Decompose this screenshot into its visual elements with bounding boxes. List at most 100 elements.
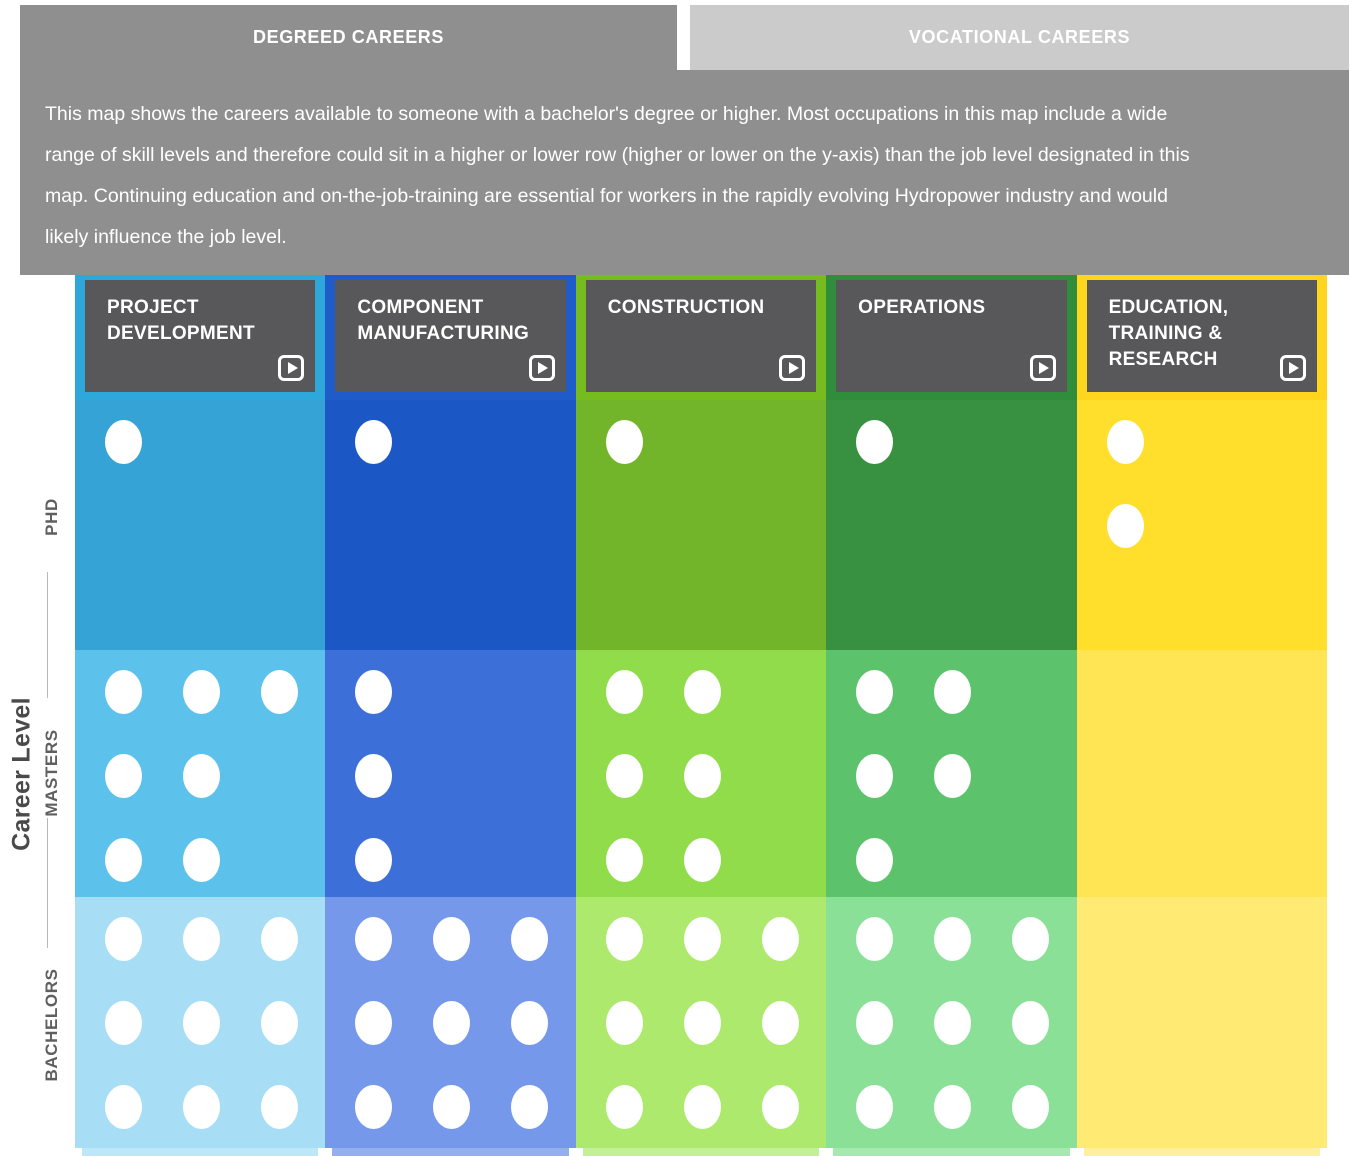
column-header-education-training-research[interactable]: EDUCATION, TRAINING & RESEARCH [1086, 280, 1317, 392]
cell-project-development-phd [75, 400, 326, 650]
career-dot[interactable] [183, 670, 220, 714]
career-dot[interactable] [355, 754, 393, 798]
column-footer-strip [332, 1148, 569, 1156]
career-dot[interactable] [105, 1001, 142, 1045]
career-dot[interactable] [261, 670, 298, 714]
career-dot[interactable] [683, 754, 721, 798]
career-dot[interactable] [105, 420, 142, 464]
career-dot[interactable] [1012, 917, 1050, 961]
career-dot[interactable] [856, 917, 894, 961]
career-dot[interactable] [355, 917, 393, 961]
career-dot[interactable] [105, 838, 142, 882]
tab-vocational-careers[interactable]: VOCATIONAL CAREERS [690, 5, 1349, 70]
cell-component-manufacturing-phd [325, 400, 576, 650]
career-dot[interactable] [761, 917, 799, 961]
column-title: COMPONENT MANUFACTURING [357, 297, 530, 344]
column-footer-strip [582, 1148, 820, 1156]
career-dot[interactable] [183, 1085, 220, 1129]
cell-component-manufacturing-bachelors [325, 897, 576, 1148]
column-header-construction[interactable]: CONSTRUCTION [585, 280, 817, 392]
column-header-band-component-manufacturing: COMPONENT MANUFACTURING [325, 275, 576, 400]
career-dot[interactable] [511, 917, 549, 961]
career-dot[interactable] [183, 754, 220, 798]
career-dot[interactable] [605, 838, 643, 882]
description-line: range of skill levels and therefore coul… [45, 144, 1190, 166]
career-dot[interactable] [105, 917, 142, 961]
career-dot[interactable] [433, 917, 471, 961]
play-triangle-icon [788, 362, 799, 374]
career-dot[interactable] [856, 754, 894, 798]
career-dot[interactable] [355, 838, 393, 882]
career-dot[interactable] [605, 917, 643, 961]
dot-row [605, 420, 826, 464]
career-dot[interactable] [683, 670, 721, 714]
career-dot[interactable] [183, 1001, 220, 1045]
career-dot[interactable] [355, 1001, 393, 1045]
dot-row [856, 420, 1076, 464]
career-dot[interactable] [183, 917, 220, 961]
career-dot[interactable] [761, 1085, 799, 1129]
career-dot[interactable] [355, 420, 393, 464]
play-icon[interactable] [1029, 355, 1056, 381]
career-dot[interactable] [105, 670, 142, 714]
career-dot[interactable] [1106, 420, 1144, 464]
dot-row [105, 917, 325, 961]
column-header-component-manufacturing[interactable]: COMPONENT MANUFACTURING [335, 280, 566, 392]
career-dot[interactable] [433, 1085, 471, 1129]
career-dot[interactable] [433, 1001, 471, 1045]
career-dot[interactable] [856, 420, 894, 464]
career-dot[interactable] [605, 1085, 643, 1129]
career-dot[interactable] [934, 917, 972, 961]
career-dot[interactable] [511, 1085, 549, 1129]
column-header-project-development[interactable]: PROJECT DEVELOPMENT [85, 280, 316, 392]
career-dot[interactable] [261, 1001, 298, 1045]
career-dot[interactable] [605, 1001, 643, 1045]
career-dot[interactable] [683, 838, 721, 882]
tab-degreed-careers[interactable]: DEGREED CAREERS [20, 5, 677, 70]
cell-project-development-masters [75, 650, 326, 897]
career-dot[interactable] [683, 1001, 721, 1045]
career-dot[interactable] [105, 1085, 142, 1129]
dot-row [856, 917, 1076, 961]
tab-vocational-label: VOCATIONAL CAREERS [908, 27, 1131, 47]
dot-row [105, 1001, 325, 1045]
y-axis-label-masters: MASTERS [42, 729, 61, 817]
career-dot[interactable] [761, 1001, 799, 1045]
career-dot[interactable] [934, 1085, 972, 1129]
career-dot[interactable] [355, 670, 393, 714]
play-icon[interactable] [779, 355, 806, 381]
career-dot[interactable] [105, 754, 142, 798]
career-dot[interactable] [511, 1001, 549, 1045]
career-dot[interactable] [856, 1001, 894, 1045]
description-panel: This map shows the careers available to … [20, 70, 1349, 275]
career-dot[interactable] [355, 1085, 393, 1129]
play-icon[interactable] [278, 355, 305, 381]
career-dot[interactable] [1012, 1001, 1050, 1045]
career-dot[interactable] [1012, 1085, 1050, 1129]
career-dot[interactable] [605, 670, 643, 714]
career-dot[interactable] [683, 917, 721, 961]
career-dot[interactable] [1106, 504, 1144, 548]
career-dot[interactable] [934, 1001, 972, 1045]
column-footer-strip [833, 1148, 1070, 1156]
y-axis-label-phd: PHD [42, 498, 61, 536]
career-dot[interactable] [683, 1085, 721, 1129]
dot-row [355, 838, 575, 882]
career-dot[interactable] [261, 1085, 298, 1129]
career-dot[interactable] [856, 670, 894, 714]
career-dot[interactable] [934, 754, 972, 798]
column-footer-strip [82, 1148, 319, 1156]
column-header-band-construction: CONSTRUCTION [575, 275, 827, 400]
career-dot[interactable] [934, 670, 972, 714]
column-header-operations[interactable]: OPERATIONS [836, 280, 1067, 392]
career-dot[interactable] [261, 917, 298, 961]
career-dot[interactable] [605, 754, 643, 798]
cell-project-development-bachelors [75, 897, 326, 1148]
career-dot[interactable] [856, 1085, 894, 1129]
play-icon[interactable] [1279, 355, 1306, 381]
career-dot[interactable] [856, 838, 894, 882]
career-dot[interactable] [605, 420, 643, 464]
play-icon[interactable] [528, 355, 555, 381]
cell-construction-masters [575, 650, 827, 897]
career-dot[interactable] [183, 838, 220, 882]
